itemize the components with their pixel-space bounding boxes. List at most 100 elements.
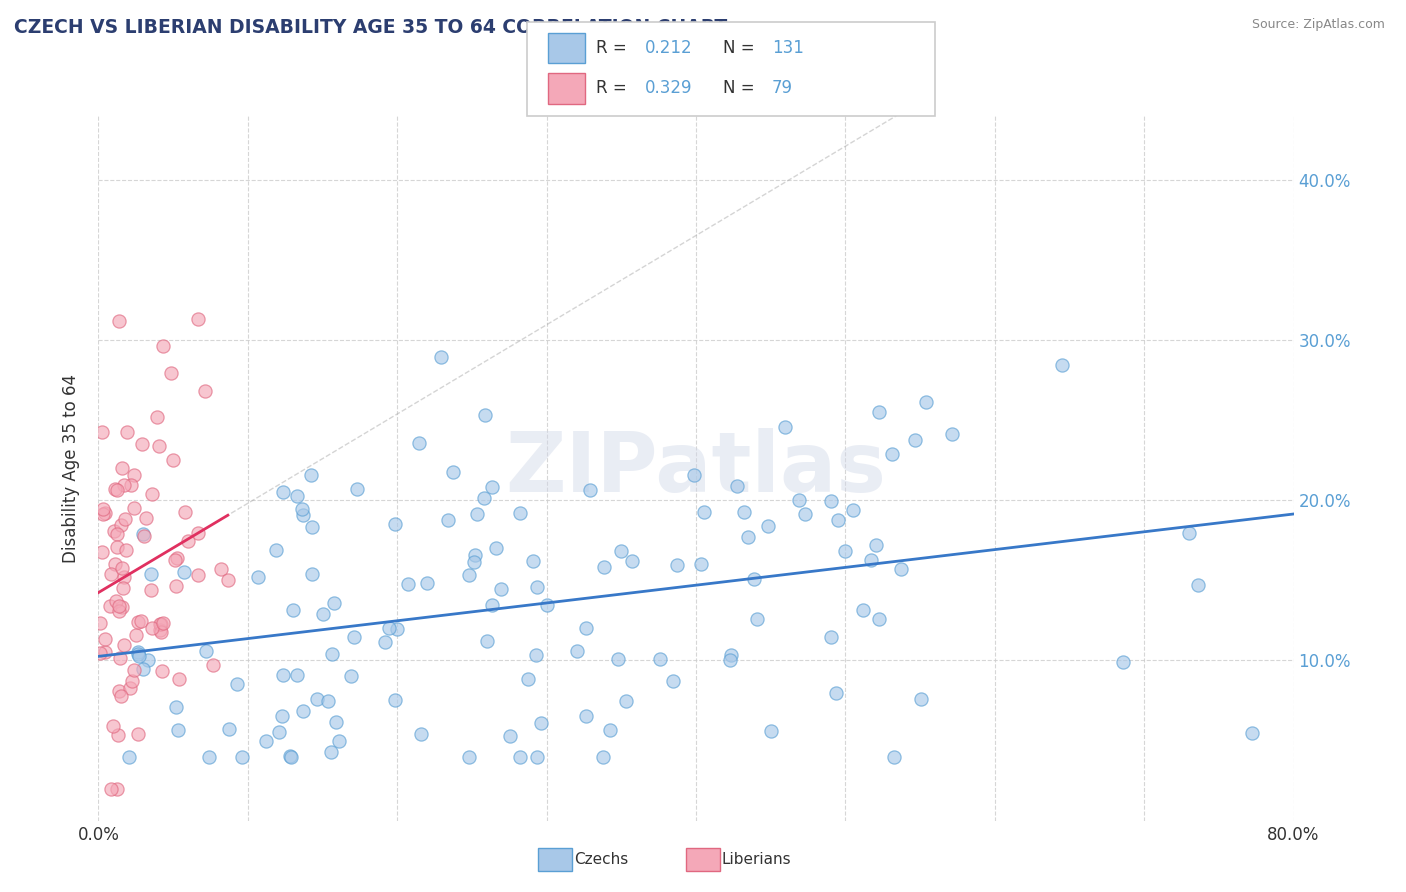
Point bbox=[890, 561, 912, 575]
Point bbox=[111, 600, 134, 615]
Point bbox=[592, 559, 614, 574]
Point bbox=[491, 582, 513, 596]
Point bbox=[852, 603, 875, 617]
Point bbox=[280, 749, 302, 764]
Point bbox=[904, 433, 927, 447]
Point bbox=[325, 714, 347, 729]
Point bbox=[90, 544, 112, 558]
Point bbox=[825, 686, 848, 700]
Point bbox=[110, 690, 132, 704]
Point bbox=[859, 552, 882, 566]
Point bbox=[254, 734, 277, 748]
Text: Source: ZipAtlas.com: Source: ZipAtlas.com bbox=[1251, 18, 1385, 31]
Point bbox=[384, 693, 406, 707]
Point bbox=[94, 645, 117, 659]
Point bbox=[592, 749, 614, 764]
Point bbox=[343, 631, 366, 645]
Point bbox=[139, 582, 162, 597]
Point bbox=[149, 623, 172, 637]
Point bbox=[112, 638, 135, 652]
Point bbox=[100, 781, 122, 796]
Point bbox=[139, 567, 162, 582]
Point bbox=[104, 482, 127, 496]
Point bbox=[167, 673, 190, 687]
Point bbox=[127, 615, 149, 630]
Point bbox=[89, 647, 111, 661]
Point bbox=[152, 339, 174, 353]
Point bbox=[292, 508, 315, 522]
Y-axis label: Disability Age 35 to 64: Disability Age 35 to 64 bbox=[62, 374, 80, 563]
Point bbox=[114, 543, 136, 558]
Point bbox=[217, 573, 239, 587]
Point bbox=[475, 633, 498, 648]
Point bbox=[880, 447, 903, 461]
Point bbox=[107, 727, 129, 741]
Point bbox=[941, 426, 963, 441]
Point bbox=[112, 570, 135, 584]
Point bbox=[131, 437, 153, 451]
Point bbox=[285, 489, 308, 503]
Point bbox=[94, 506, 117, 520]
Point bbox=[575, 708, 598, 723]
Point bbox=[340, 669, 363, 683]
Point bbox=[565, 644, 588, 658]
Point bbox=[194, 644, 217, 658]
Point bbox=[378, 622, 401, 636]
Point bbox=[89, 615, 111, 630]
Point bbox=[187, 312, 209, 326]
Point bbox=[271, 709, 294, 723]
Point bbox=[322, 596, 344, 610]
Point bbox=[150, 625, 173, 640]
Point bbox=[820, 494, 842, 508]
Point bbox=[408, 436, 430, 450]
Point bbox=[104, 557, 127, 571]
Point bbox=[152, 616, 174, 631]
Point bbox=[291, 502, 314, 516]
Point bbox=[385, 622, 408, 636]
Point bbox=[121, 673, 143, 688]
Point bbox=[105, 483, 128, 497]
Text: 0.329: 0.329 bbox=[645, 79, 693, 97]
Point bbox=[429, 350, 451, 364]
Point bbox=[177, 533, 200, 548]
Point bbox=[524, 648, 547, 663]
Point bbox=[301, 520, 323, 534]
Point bbox=[149, 616, 172, 631]
Point bbox=[793, 507, 815, 521]
Point bbox=[132, 526, 155, 541]
Point bbox=[834, 544, 856, 558]
Point bbox=[328, 733, 350, 747]
Point bbox=[1112, 656, 1135, 670]
Point bbox=[374, 635, 396, 649]
Point bbox=[610, 544, 633, 558]
Point bbox=[292, 704, 315, 718]
Point bbox=[472, 491, 495, 506]
Point bbox=[108, 599, 131, 613]
Point bbox=[91, 502, 114, 516]
Point bbox=[105, 540, 128, 554]
Point bbox=[225, 677, 247, 691]
Point bbox=[122, 468, 145, 483]
Point bbox=[415, 576, 437, 591]
Point bbox=[111, 561, 134, 575]
Point bbox=[481, 598, 503, 612]
Point bbox=[125, 628, 148, 642]
Point bbox=[910, 692, 932, 706]
Point bbox=[865, 538, 887, 552]
Point bbox=[111, 581, 134, 595]
Point bbox=[104, 594, 127, 608]
Text: CZECH VS LIBERIAN DISABILITY AGE 35 TO 64 CORRELATION CHART: CZECH VS LIBERIAN DISABILITY AGE 35 TO 6… bbox=[14, 18, 727, 37]
Point bbox=[162, 453, 184, 467]
Point bbox=[530, 716, 553, 731]
Point bbox=[509, 506, 531, 520]
Point bbox=[737, 531, 759, 545]
Point bbox=[725, 478, 748, 492]
Point bbox=[522, 554, 544, 568]
Point bbox=[107, 605, 129, 619]
Point bbox=[526, 749, 548, 764]
Point bbox=[141, 621, 163, 635]
Point bbox=[287, 667, 309, 681]
Text: ZIPatlas: ZIPatlas bbox=[506, 428, 886, 508]
Point bbox=[661, 674, 683, 689]
Text: N =: N = bbox=[723, 79, 759, 97]
